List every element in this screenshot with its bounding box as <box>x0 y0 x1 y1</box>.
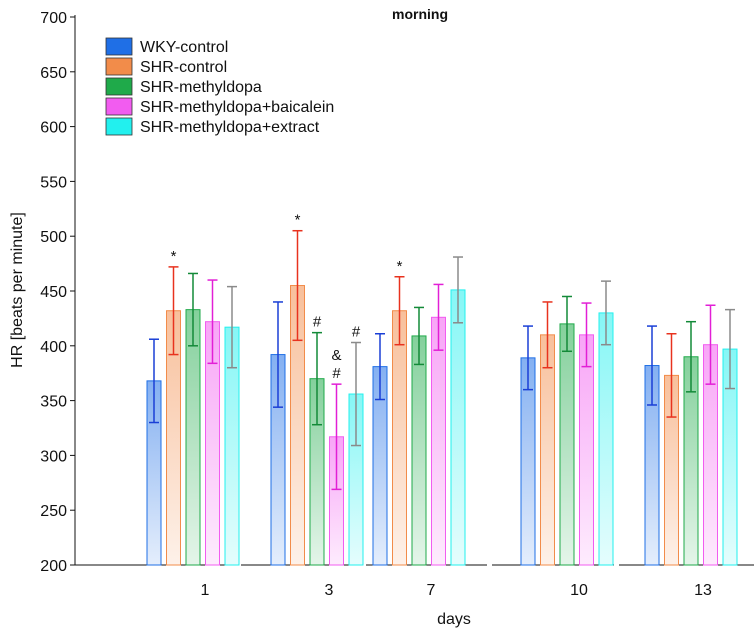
y-axis: 200 250 300 350 400 450 500 550 600 650 700 <box>40 10 76 575</box>
legend-swatch <box>105 77 133 96</box>
legend-swatch <box>105 117 133 136</box>
significance-annotations: * * #&# # * <box>171 212 403 382</box>
y-tick-label: 550 <box>40 174 67 191</box>
x-tick-label: 7 <box>427 582 436 599</box>
significance-mark: & <box>331 347 341 364</box>
bar-group-day-13 <box>644 304 738 566</box>
bar <box>450 289 466 566</box>
legend-label: SHR-methyldopa <box>140 79 262 96</box>
bar-group-day-10 <box>520 280 614 566</box>
legend-label: SHR-methyldopa+baicalein <box>140 99 334 116</box>
legend-swatch <box>105 37 133 56</box>
bar <box>579 334 594 566</box>
legend-item: SHR-methyldopa <box>105 77 262 96</box>
bar <box>392 310 407 566</box>
y-tick-label: 450 <box>40 284 67 301</box>
bar-group-day-7 <box>372 256 466 566</box>
significance-mark: # <box>332 365 341 382</box>
bar <box>431 316 446 566</box>
y-tick-label: 500 <box>40 229 67 246</box>
bar <box>559 323 575 566</box>
y-axis-title: HR [beats per minute] <box>9 212 26 368</box>
y-tick-label: 400 <box>40 339 67 356</box>
bar <box>540 334 555 566</box>
y-tick-label: 250 <box>40 503 67 520</box>
legend-item: SHR-methyldopa+baicalein <box>105 97 334 116</box>
y-tick-label: 350 <box>40 394 67 411</box>
significance-mark: * <box>171 248 177 265</box>
x-tick-label: 10 <box>570 582 588 599</box>
significance-mark: # <box>313 314 322 331</box>
x-tick-label: 13 <box>694 582 712 599</box>
legend-label: SHR-control <box>140 59 227 76</box>
chart-title: morning <box>392 6 448 22</box>
y-tick-label: 650 <box>40 65 67 82</box>
y-tick-label: 200 <box>40 558 67 575</box>
x-axis-title: days <box>437 611 471 628</box>
legend-item: WKY-control <box>105 37 228 56</box>
legend-swatch <box>105 97 133 116</box>
bar-group-day-1 <box>146 266 240 566</box>
significance-mark: * <box>397 258 403 275</box>
legend-item: SHR-control <box>105 57 227 76</box>
legend-item: SHR-methyldopa+extract <box>105 117 320 136</box>
bar <box>411 335 427 566</box>
x-axis: 1 3 7 10 13 <box>75 564 754 599</box>
y-tick-label: 300 <box>40 448 67 465</box>
bar <box>598 312 614 566</box>
significance-mark: * <box>295 212 301 229</box>
legend: WKY-control SHR-control SHR-methyldopa SHR-… <box>105 37 334 136</box>
bar-group-day-3 <box>270 229 364 566</box>
y-tick-label: 600 <box>40 120 67 137</box>
legend-label: SHR-methyldopa+extract <box>140 119 320 136</box>
x-tick-label: 1 <box>201 582 210 599</box>
bar-groups <box>146 229 738 566</box>
x-tick-label: 3 <box>325 582 334 599</box>
legend-label: WKY-control <box>140 39 228 56</box>
bar <box>185 309 201 566</box>
significance-mark: # <box>352 324 361 341</box>
legend-swatch <box>105 57 133 76</box>
y-tick-label: 700 <box>40 10 67 27</box>
